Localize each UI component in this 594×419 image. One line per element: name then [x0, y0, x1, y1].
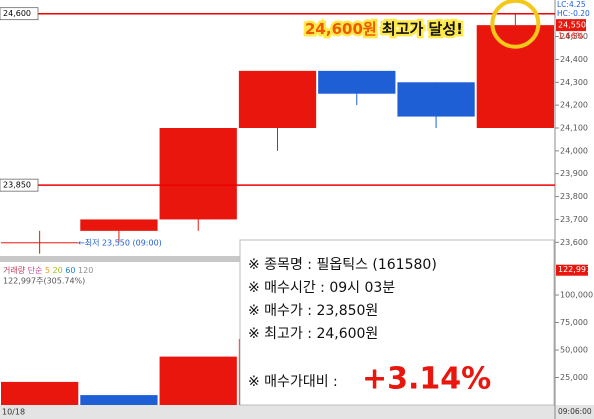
y-tick-label: 23,700	[560, 215, 588, 224]
info-box	[239, 239, 555, 406]
price-line-label: 23,850	[3, 181, 31, 190]
y-tick-label: 75,000	[560, 318, 588, 327]
ma-legend-item: 120	[78, 266, 93, 275]
volume-bar	[80, 395, 158, 405]
y-tick-label: 24,400	[560, 55, 588, 64]
candle-body	[80, 219, 158, 231]
price-line-label: 24,600	[3, 9, 31, 18]
volume-bar	[159, 356, 237, 405]
candle-body	[159, 128, 237, 220]
price-line-tag	[0, 7, 39, 21]
return-value: +3.14%	[362, 362, 491, 397]
volume-subtitle: 122,997주(305.74%)	[3, 277, 85, 286]
ma-legend-item: 20	[53, 266, 63, 275]
y-tick-label: 24,300	[560, 78, 588, 87]
ma-legend-item: 단순	[28, 265, 43, 275]
last-volume-label: 122,997	[558, 265, 591, 274]
y-tick-label: 24,200	[560, 101, 588, 110]
highlight-circle	[490, 0, 541, 49]
info-line: ※ 종목명 : 필옵틱스 (161580)	[248, 257, 437, 273]
ma-legend-item: 5	[45, 266, 50, 275]
header-lc: LC:4.25	[557, 0, 586, 9]
price-line-tag	[0, 178, 39, 192]
info-line: ※ 매수시간 : 09시 03분	[248, 280, 395, 296]
info-line: ※ 매수가 : 23,850원	[248, 303, 378, 319]
x-start-label: 10/18	[2, 408, 25, 417]
annotation-text: 최고가 달성!	[382, 20, 463, 38]
ma-legend-item: 60	[65, 266, 75, 275]
candle-body	[318, 70, 396, 94]
x-axis-bar	[0, 405, 594, 419]
y-tick-label: 24,500	[560, 32, 588, 41]
candle-body	[1, 242, 79, 244]
y-tick-label: 50,000	[560, 346, 588, 355]
return-label: ※ 매수가대비 :	[248, 374, 338, 390]
y-tick-label: 23,800	[560, 192, 588, 201]
last-price-label: 24,550	[558, 21, 586, 30]
x-end-label: 09:06:00	[558, 407, 592, 416]
y-tick-label: 24,100	[560, 124, 588, 133]
candle-body	[397, 82, 475, 117]
last-volume-tag	[556, 264, 588, 276]
low-note: ←최저 23,550 (09:00)	[78, 238, 162, 248]
volume-bar	[1, 381, 79, 405]
volume-title: 거래량	[3, 265, 26, 275]
annotation: 24,600원 최고가 달성!	[305, 20, 463, 38]
candle-body	[238, 70, 317, 128]
candle-body	[476, 25, 554, 129]
last-price-tag	[556, 19, 586, 32]
y-tick-label: 24,000	[560, 146, 588, 155]
change-label: 1.66%	[558, 32, 584, 41]
volume-legend: 거래량 단순 5 20 60 120	[3, 265, 93, 275]
annotation-price: 24,600원	[305, 20, 377, 38]
y-tick-label: 23,600	[560, 238, 588, 247]
info-line: ※ 최고가 : 24,600원	[248, 326, 378, 342]
y-tick-label: 25,000	[560, 373, 588, 382]
y-tick-label: 100,000	[560, 291, 593, 300]
y-tick-label: 23,900	[560, 169, 588, 178]
header-hc: HC:-0.20	[557, 9, 590, 18]
